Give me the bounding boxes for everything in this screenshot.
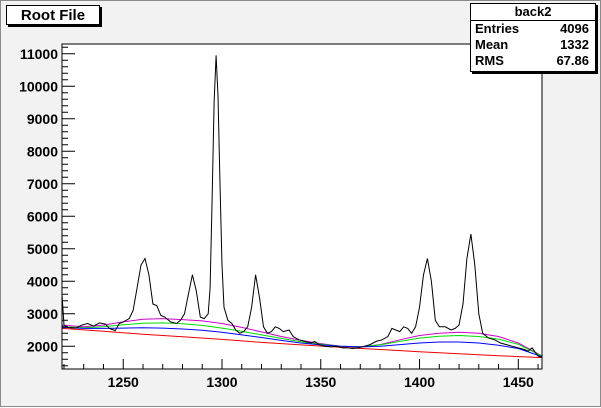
- canvas-title-box: Root File: [6, 5, 100, 25]
- x-tick-label: 1250: [108, 374, 139, 390]
- stats-row-mean: Mean 1332: [471, 37, 595, 53]
- stats-label: RMS: [475, 53, 504, 68]
- x-tick-label: 1400: [404, 374, 435, 390]
- y-tick-label: 3000: [27, 306, 58, 322]
- stats-label: Entries: [475, 21, 520, 36]
- y-tick-label: 2000: [27, 338, 58, 354]
- y-tick-label: 10000: [19, 78, 58, 94]
- curves-layer: [61, 55, 543, 359]
- stats-value: 1332: [560, 37, 589, 52]
- stats-value: 4096: [560, 21, 589, 36]
- series-line-spectrum: [61, 55, 543, 359]
- stats-histogram-name: back2: [471, 4, 595, 21]
- y-tick-label: 4000: [27, 273, 58, 289]
- y-tick-label: 11000: [20, 46, 58, 62]
- stats-row-entries: Entries 4096: [471, 21, 595, 37]
- stats-box: back2 Entries 4096 Mean 1332 RMS 67.86: [470, 3, 596, 72]
- y-tick-label: 5000: [27, 241, 58, 257]
- y-tick-label: 8000: [27, 143, 58, 159]
- y-tick-label: 9000: [27, 111, 58, 127]
- x-tick-label: 1300: [206, 374, 237, 390]
- plot-frame-border: [61, 43, 543, 370]
- series-line-bkg_red: [61, 327, 543, 359]
- series-line-bkg_blue: [61, 326, 543, 358]
- canvas-title: Root File: [20, 6, 86, 24]
- series-line-bkg_green: [61, 322, 543, 357]
- x-tick-label: 1450: [503, 374, 534, 390]
- stats-label: Mean: [475, 37, 509, 52]
- y-tick-label: 7000: [27, 176, 58, 192]
- plot-frame-background: [62, 44, 542, 369]
- x-tick-label: 1350: [305, 374, 336, 390]
- stats-row-rms: RMS 67.86: [471, 53, 595, 69]
- y-tick-label: 6000: [27, 208, 58, 224]
- stats-value: 67.86: [556, 53, 589, 68]
- axes-layer: 2000 3000 4000 5000 6000 7000 8000 9000 10000 110…: [19, 46, 539, 390]
